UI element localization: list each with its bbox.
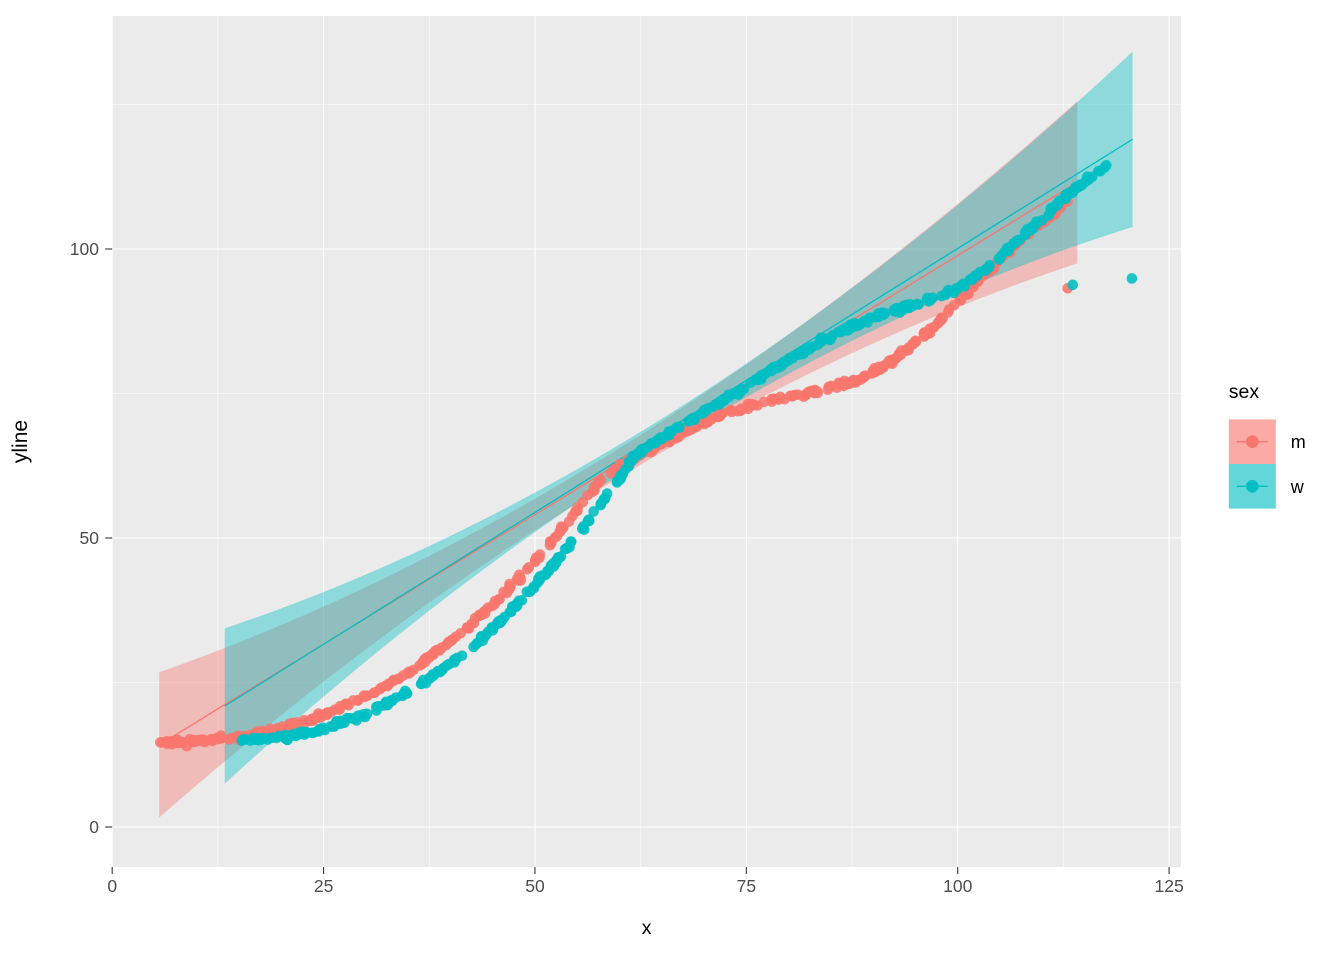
svg-text:50: 50 [525, 876, 545, 896]
svg-text:25: 25 [314, 876, 333, 896]
svg-text:0: 0 [89, 817, 99, 837]
svg-text:100: 100 [943, 876, 972, 896]
svg-text:w: w [1290, 477, 1305, 497]
svg-text:50: 50 [80, 528, 100, 548]
svg-text:yline: yline [9, 420, 32, 463]
svg-text:100: 100 [70, 239, 99, 259]
svg-text:x: x [642, 917, 652, 939]
svg-text:m: m [1291, 432, 1306, 452]
svg-text:75: 75 [737, 876, 756, 896]
svg-text:0: 0 [107, 876, 117, 896]
svg-text:sex: sex [1229, 381, 1260, 403]
svg-text:125: 125 [1154, 876, 1183, 896]
